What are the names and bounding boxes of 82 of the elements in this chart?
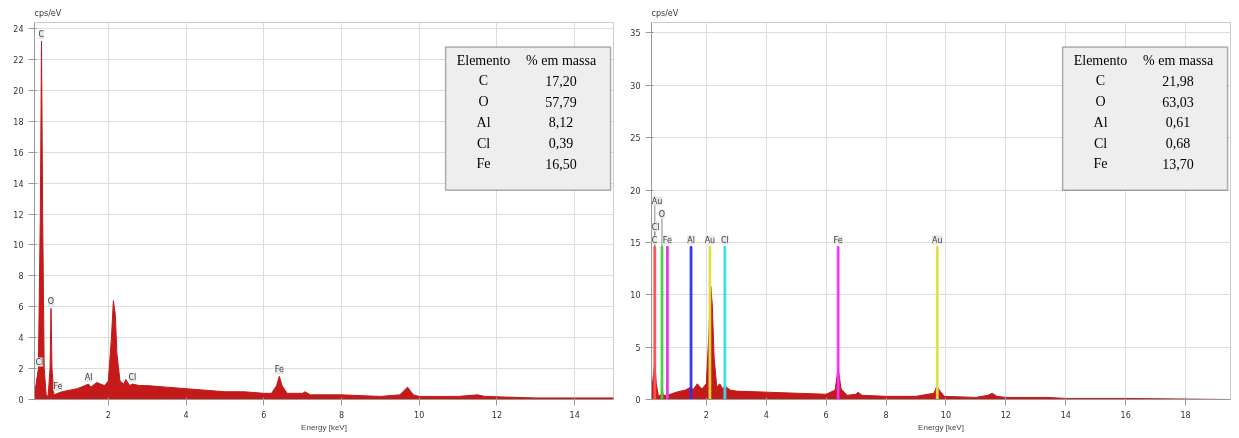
- annotation: C: [38, 30, 45, 40]
- annotation: Elemento: [1073, 52, 1128, 68]
- annotation: Cl: [128, 373, 137, 383]
- annotation: O: [658, 209, 666, 219]
- annotation: Fe: [833, 235, 843, 245]
- annotation: Fe: [274, 365, 284, 375]
- x-tick-label: 14: [569, 410, 580, 420]
- annotation: Al: [687, 235, 695, 245]
- x-axis-title: Energy [keV]: [918, 422, 964, 432]
- x-tick-label: 10: [414, 410, 425, 420]
- annotation: Al: [84, 373, 93, 383]
- annotation: Au: [704, 235, 716, 245]
- x-tick-label: 14: [1060, 410, 1071, 420]
- y-tick-label: 10: [630, 291, 641, 301]
- x-tick-label: 16: [1120, 410, 1131, 420]
- y-tick-label: 20: [13, 86, 24, 96]
- x-tick-label: 2: [703, 410, 709, 420]
- annotation: O: [478, 94, 489, 110]
- y-tick-label: 20: [630, 186, 641, 196]
- x-tick-label: 8: [883, 410, 889, 420]
- y-tick-label: 22: [13, 56, 24, 66]
- y-tick-label: 5: [635, 343, 641, 353]
- y-tick-label: 24: [13, 25, 24, 35]
- y-tick-label: 25: [630, 134, 641, 144]
- annotation: C: [1095, 73, 1106, 89]
- annotation: Fe: [476, 156, 491, 172]
- x-tick-label: 8: [338, 410, 345, 420]
- x-tick-label: 12: [1000, 410, 1011, 420]
- annotation: 21,98: [1162, 73, 1194, 89]
- y-axis-title: cps/eV: [651, 8, 679, 18]
- y-tick-label: 8: [18, 272, 24, 282]
- annotation: Au: [931, 235, 943, 245]
- annotation: Cl: [1093, 135, 1108, 151]
- annotation: Al: [1093, 114, 1108, 130]
- annotation: % em massa: [1143, 52, 1214, 68]
- annotation: 57,79: [545, 94, 577, 110]
- annotation: Cl: [651, 222, 660, 232]
- annotation: 0,61: [1165, 115, 1191, 131]
- y-tick-label: 10: [13, 241, 24, 251]
- y-tick-label: 14: [13, 179, 24, 189]
- x-axis-title: Energy [keV]: [301, 422, 347, 432]
- annotation: 0,68: [1165, 136, 1191, 152]
- y-tick-label: 16: [13, 148, 24, 158]
- annotation: C: [478, 73, 489, 89]
- y-axis-title: cps/eV: [34, 8, 62, 18]
- y-tick-label: 2: [18, 365, 24, 375]
- annotation: Cl: [720, 235, 729, 245]
- x-tick-label: 6: [823, 410, 829, 420]
- y-tick-label: 18: [13, 117, 24, 127]
- annotation: Cl: [476, 135, 491, 151]
- y-tick-label: 12: [13, 210, 24, 220]
- x-tick-label: 10: [940, 410, 952, 420]
- annotation: Elemento: [456, 52, 511, 68]
- annotation: Al: [476, 114, 491, 130]
- x-tick-label: 12: [491, 410, 503, 420]
- y-tick-label: 35: [630, 29, 641, 39]
- annotation: Fe: [1093, 156, 1108, 172]
- annotation: 0,39: [548, 136, 574, 152]
- annotation: O: [1095, 94, 1106, 110]
- annotation: C: [651, 235, 658, 245]
- annotation: 16,50: [545, 156, 577, 172]
- y-tick-label: 0: [635, 396, 641, 405]
- x-tick-label: 2: [105, 410, 111, 420]
- annotation: Cl: [35, 357, 44, 367]
- y-tick-label: 30: [630, 81, 641, 91]
- y-tick-label: 0: [18, 396, 24, 405]
- y-tick-label: 4: [18, 334, 24, 344]
- annotation: 8,12: [548, 115, 574, 131]
- annotation: 13,70: [1162, 156, 1194, 172]
- x-tick-label: 4: [763, 410, 769, 420]
- x-tick-label: 18: [1180, 410, 1191, 420]
- x-tick-label: 6: [261, 410, 267, 420]
- x-tick-label: 4: [183, 410, 189, 420]
- annotation: Fe: [662, 235, 672, 245]
- annotation: Au: [651, 196, 663, 206]
- annotation: 17,20: [545, 73, 577, 89]
- annotation: O: [47, 297, 55, 307]
- annotation: Fe: [53, 382, 63, 392]
- y-tick-label: 6: [18, 303, 24, 313]
- annotation: 63,03: [1162, 94, 1194, 110]
- y-tick-label: 15: [630, 238, 641, 248]
- annotation: % em massa: [526, 52, 597, 68]
